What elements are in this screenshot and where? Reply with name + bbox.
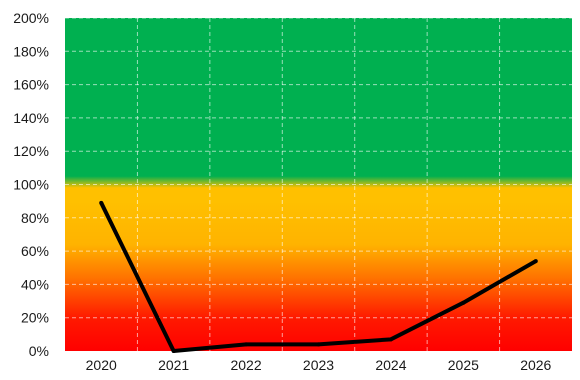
y-tick-label: 200% xyxy=(13,10,49,26)
data-point xyxy=(316,342,321,347)
y-tick-label: 100% xyxy=(13,177,49,193)
x-tick-label: 2020 xyxy=(86,357,117,373)
y-tick-label: 60% xyxy=(21,243,49,259)
y-axis-ticks: 0% 20% 40% 60% 80% 100% 120% 140% 160% 180% 200% xyxy=(13,10,49,359)
y-tick-label: 20% xyxy=(21,310,49,326)
data-point xyxy=(388,337,393,342)
x-tick-label: 2024 xyxy=(375,357,406,373)
y-tick-label: 180% xyxy=(13,43,49,59)
y-tick-label: 80% xyxy=(21,210,49,226)
x-tick-label: 2021 xyxy=(158,357,189,373)
y-tick-label: 160% xyxy=(13,77,49,93)
data-point xyxy=(533,259,538,264)
data-point xyxy=(461,300,466,305)
x-axis-ticks: 2020 2021 2022 2023 2024 2025 2026 xyxy=(86,357,552,373)
data-point xyxy=(244,342,249,347)
x-tick-label: 2026 xyxy=(520,357,551,373)
gridlines xyxy=(65,17,572,351)
x-tick-label: 2025 xyxy=(448,357,479,373)
y-tick-label: 140% xyxy=(13,110,49,126)
data-point xyxy=(99,200,104,205)
y-tick-label: 120% xyxy=(13,143,49,159)
x-tick-label: 2022 xyxy=(230,357,261,373)
series-layer xyxy=(99,200,538,353)
y-tick-label: 40% xyxy=(21,276,49,292)
y-tick-label: 0% xyxy=(29,343,49,359)
x-tick-label: 2023 xyxy=(303,357,334,373)
data-point xyxy=(171,349,176,353)
